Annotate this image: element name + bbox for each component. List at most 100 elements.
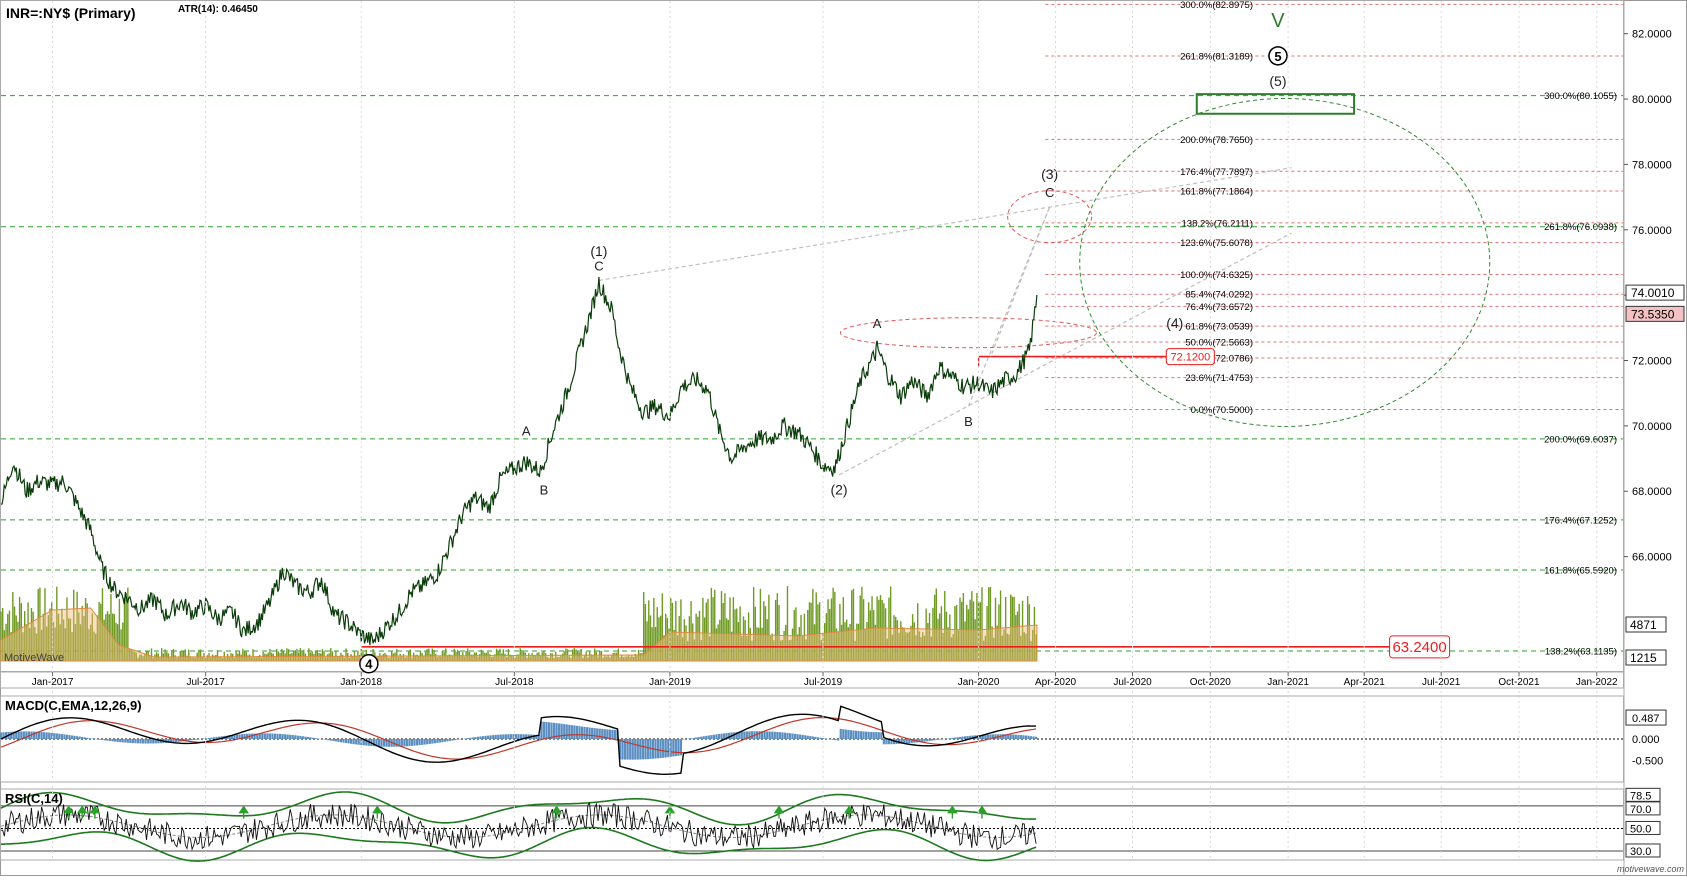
rsi-buy-arrow-icon [976, 805, 988, 819]
x-axis-label: Oct-2021 [1498, 677, 1540, 688]
projection-line [838, 232, 1292, 476]
wave-label: (3) [1041, 166, 1058, 182]
x-axis-label: Jul-2018 [495, 677, 534, 688]
x-axis-label: Apr-2021 [1344, 677, 1386, 688]
fib-level-label: 76.4%(73.6572) [1185, 302, 1253, 313]
macd-axis-label: 0.487 [1632, 713, 1660, 725]
wave-label-major: V [1271, 10, 1285, 32]
prev-price-box [1625, 305, 1685, 322]
macd-value-box [1625, 709, 1667, 726]
wave-label: A [873, 316, 882, 331]
y-axis-label: 82.0000 [1632, 29, 1672, 41]
rsi-value-box [1625, 787, 1661, 802]
wave-label-circled: 5 [1274, 49, 1281, 64]
fib-level-label: 100.0%(74.6325) [1180, 270, 1253, 281]
wave-label: (4) [1166, 315, 1183, 331]
brand-label: motivewave.com [1617, 864, 1685, 874]
y-axis-label: 80.0000 [1632, 94, 1672, 106]
last-price-box [1625, 284, 1685, 301]
macd-line [0, 705, 1037, 775]
y-axis-label: 72.0000 [1632, 356, 1672, 368]
rsi-axis-label: 50.0 [1630, 823, 1651, 835]
wave4-time-ellipse [1079, 97, 1491, 427]
target-ellipse [1007, 190, 1093, 244]
x-axis-label: Jan-2021 [1267, 677, 1309, 688]
wave-label: A [522, 424, 531, 439]
x-axis-label: Apr-2020 [1035, 677, 1077, 688]
support-price-tag [1165, 348, 1215, 366]
fib-level-label: 200.0%(69.6037) [1544, 434, 1617, 445]
macd-signal-line [0, 717, 1037, 760]
wave-label: C [594, 259, 603, 274]
rsi-buy-arrow-icon [89, 805, 101, 819]
fib-level-label: 138.2%(76.2111) [1182, 218, 1253, 229]
rsi-layer [0, 791, 1623, 862]
x-axis-label: Jan-2019 [649, 677, 691, 688]
fib-level-label: 0.0%(70.5000) [1191, 405, 1253, 416]
fib-level-label: 161.8%(65.5920) [1544, 565, 1617, 576]
rsi-buy-arrow-icon [843, 805, 855, 819]
fib-level-label: 300.0%(82.8975) [1180, 0, 1253, 11]
watermark: MotiveWave [4, 652, 64, 664]
x-axis-label: Jul-2017 [186, 677, 225, 688]
rsi-lower-band [1, 826, 1037, 862]
fib-level-label: 85.4%(74.0292) [1185, 290, 1253, 301]
wave-label: (5) [1269, 73, 1286, 89]
macd-layer [0, 705, 1623, 775]
y-axis-label: 68.0000 [1632, 486, 1672, 498]
fib-level-label: 176.4%(67.1252) [1544, 515, 1617, 526]
volume-axis-box [1625, 616, 1667, 633]
fib-level-label: 138.2%(63.1135) [1545, 646, 1617, 657]
rsi-mid-band [0, 814, 1037, 838]
volume-axis-label: 4871 [1630, 618, 1657, 632]
volume-bars [0, 586, 1038, 662]
y-axis-label: 70.0000 [1632, 421, 1672, 433]
symbol-title: INR=:NY$ (Primary) [6, 5, 136, 21]
macd-histogram [0, 721, 1038, 760]
x-axis-label: Oct-2020 [1190, 677, 1232, 688]
y-axis-label: 66.0000 [1632, 552, 1672, 564]
fib-level-label: 261.8%(81.3189) [1180, 51, 1253, 62]
fib-level-label: 61.8%(73.0539) [1185, 322, 1253, 333]
wave5-target-box [1195, 93, 1356, 115]
fib-level-label: 23.6%(71.4753) [1185, 373, 1253, 384]
wave-label: (2) [830, 482, 847, 498]
x-axis-label: Jul-2019 [804, 677, 843, 688]
volume-average-area [0, 607, 1038, 662]
fib-level-label: 50.0%(72.5663) [1185, 338, 1253, 349]
projection-line [989, 206, 1051, 358]
support-price-tag [1389, 635, 1451, 659]
rsi-value-box [1625, 820, 1661, 835]
rsi-value-box [1625, 843, 1661, 858]
wave-label: C [1045, 185, 1054, 200]
rsi-line [0, 801, 1037, 851]
x-axis-label: Jul-2020 [1113, 677, 1152, 688]
volume-axis-label: 1215 [1630, 651, 1657, 665]
rsi-panel-title: RSI(C,14) [5, 791, 63, 806]
fib-level-label: 123.6%(75.6078) [1180, 238, 1253, 249]
y-axis-label: 76.0000 [1632, 225, 1672, 237]
wave-label: B [964, 414, 973, 429]
prev-price-label: 73.5350 [1631, 307, 1675, 321]
fib-level-label: 176.4%(77.7897) [1180, 167, 1253, 178]
rsi-axis-label: 70.0 [1630, 804, 1651, 816]
rsi-axis-label: 30.0 [1630, 846, 1651, 858]
rsi-buy-arrow-icon [63, 805, 74, 819]
wave-circle [1268, 46, 1288, 66]
rsi-buy-arrow-icon [551, 805, 562, 819]
wave-label: (1) [590, 243, 607, 259]
target-ellipse [839, 317, 1097, 349]
support-price-label: 63.2400 [1392, 639, 1446, 656]
fib-level-label: 300.0%(80.1055) [1544, 91, 1617, 102]
projection-line [598, 167, 1292, 282]
rsi-buy-arrow-icon [76, 805, 88, 819]
rsi-axis-label: 78.5 [1630, 790, 1651, 802]
price-layer: 300.0%(82.8975) 261.8%(81.3189) 300.0%(80.… [0, 0, 1623, 674]
rsi-buy-arrow-icon [372, 805, 383, 819]
price-panel[interactable] [0, 0, 1624, 672]
x-axis-label: Jan-2018 [340, 677, 382, 688]
rsi-upper-band [0, 791, 1037, 826]
